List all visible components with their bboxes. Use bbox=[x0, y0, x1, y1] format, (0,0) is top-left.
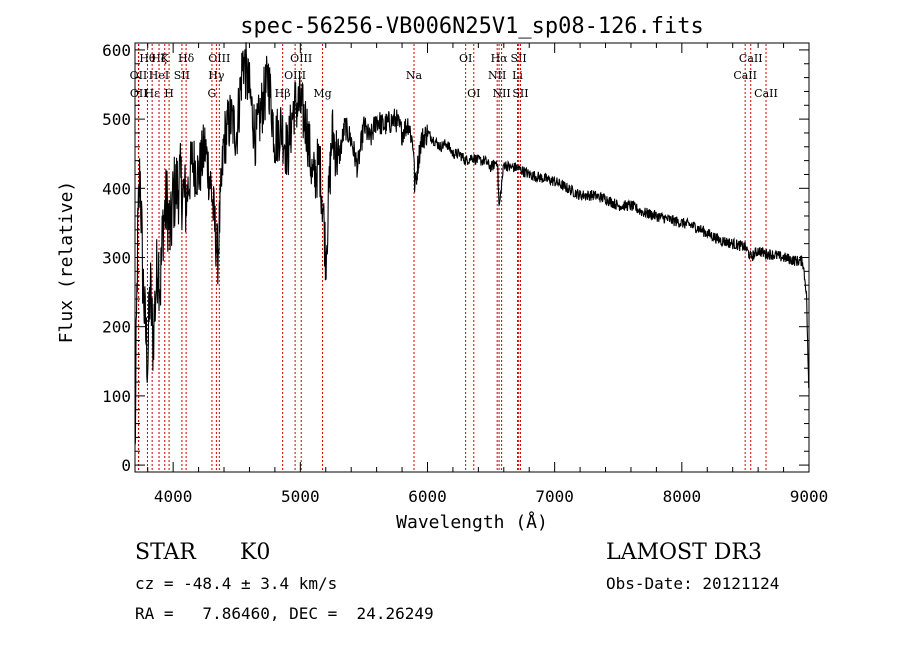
x-tick-label: 6000 bbox=[408, 487, 447, 506]
line-marker-label: OII bbox=[130, 69, 148, 82]
axis-ticks: 4000 5000 6000 7000 8000 9000 0 100 200 300 400 500… bbox=[102, 41, 828, 506]
x-tick-label: 8000 bbox=[663, 487, 702, 506]
line-marker-label: Na bbox=[406, 69, 423, 82]
x-tick-label: 4000 bbox=[154, 487, 193, 506]
line-marker-label: OI bbox=[467, 87, 480, 100]
line-marker-label: CaII bbox=[739, 52, 763, 65]
y-tick-label: 0 bbox=[121, 456, 131, 475]
survey-label: LAMOST DR3 bbox=[606, 540, 762, 565]
chart-title: spec-56256-VB006N25V1_sp08-126.fits bbox=[240, 14, 704, 39]
x-tick-label: 5000 bbox=[281, 487, 320, 506]
x-axis-label: Wavelength (Å) bbox=[396, 511, 548, 533]
y-tick-label: 200 bbox=[102, 318, 131, 337]
redshift-text: cz = -48.4 ± 3.4 km/s bbox=[135, 574, 338, 593]
line-marker-label: OIII bbox=[208, 52, 230, 65]
spectrum-line bbox=[134, 42, 810, 446]
line-marker-label: G bbox=[208, 87, 217, 100]
line-marker-label: HeI bbox=[149, 69, 169, 82]
y-tick-label: 100 bbox=[102, 387, 131, 406]
y-tick-label: 600 bbox=[102, 41, 131, 60]
line-marker-label: CaII bbox=[754, 87, 778, 100]
line-marker-label: Hα bbox=[491, 52, 509, 65]
line-marker-label: Hγ bbox=[208, 69, 225, 82]
line-marker-label: SII bbox=[511, 52, 527, 65]
x-tick-label: 7000 bbox=[535, 487, 574, 506]
line-marker-label: H bbox=[164, 87, 174, 100]
line-marker-label: OIII bbox=[290, 52, 312, 65]
line-marker-label: CaII bbox=[733, 69, 757, 82]
x-tick-label: 9000 bbox=[790, 487, 829, 506]
y-tick-label: 300 bbox=[102, 249, 131, 268]
obs-date-text: Obs-Date: 20121124 bbox=[606, 574, 780, 593]
line-marker-label: Hζ bbox=[151, 52, 167, 65]
line-marker-label: Hδ bbox=[178, 52, 195, 65]
line-marker-label: K bbox=[161, 52, 170, 65]
line-marker-label: NII bbox=[488, 69, 506, 82]
line-marker-label: SII bbox=[174, 69, 190, 82]
y-axis-label: Flux (relative) bbox=[56, 181, 77, 344]
subclass-label: K0 bbox=[240, 540, 271, 565]
line-marker-label: OIII bbox=[284, 69, 306, 82]
class-label: STAR bbox=[135, 540, 196, 565]
line-marker-label: NII bbox=[492, 87, 510, 100]
line-marker-label: OI bbox=[459, 52, 472, 65]
y-tick-label: 500 bbox=[102, 110, 131, 129]
line-marker-label: SII bbox=[512, 87, 528, 100]
line-marker-label: OII bbox=[130, 87, 148, 100]
plot-frame bbox=[134, 42, 810, 473]
line-marker-label: Li bbox=[512, 69, 523, 82]
line-marker-label: Hβ bbox=[275, 87, 291, 100]
line-marker-label: Mg bbox=[313, 87, 331, 100]
coordinates-text: RA = 7.86460, DEC = 24.26249 bbox=[135, 604, 434, 623]
y-tick-label: 400 bbox=[102, 179, 131, 198]
line-marker-label: Hε bbox=[145, 87, 161, 100]
